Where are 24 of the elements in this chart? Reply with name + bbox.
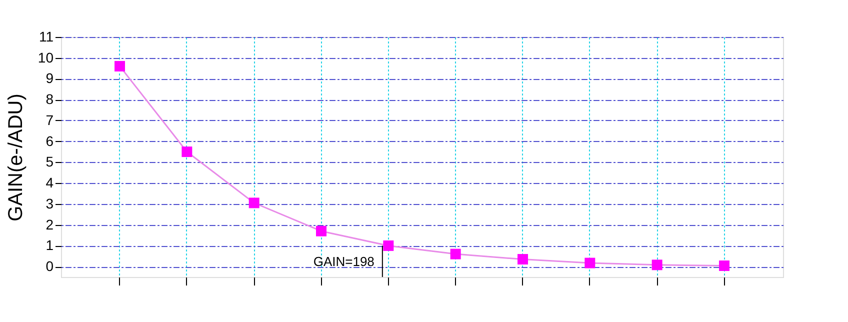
y-tick-label: 4 [46,174,54,191]
y-tick-label: 1 [46,237,54,254]
y-tick-label: 7 [46,112,54,128]
y-tick-label: 0 [46,258,54,274]
point [584,258,596,268]
annotation: GAIN=198 [313,254,374,269]
point [652,260,662,270]
point [518,254,528,265]
point [114,60,126,72]
y-tick-label: 11 [38,28,54,44]
point [718,260,730,271]
y-tick-label: 10 [38,49,54,66]
y-axis-title: GAIN(e-/ADU) [4,94,27,222]
y-tick-label: 9 [46,70,54,86]
point [316,226,326,236]
y-tick-label: 3 [46,195,54,212]
point [182,146,192,158]
point [450,248,461,260]
y-tick-label: 2 [46,216,54,232]
y-tick-label: 8 [46,91,54,108]
y-tick-label: 6 [46,132,54,149]
point [383,240,394,251]
point [248,198,260,208]
y-tick-label: 5 [46,154,54,170]
